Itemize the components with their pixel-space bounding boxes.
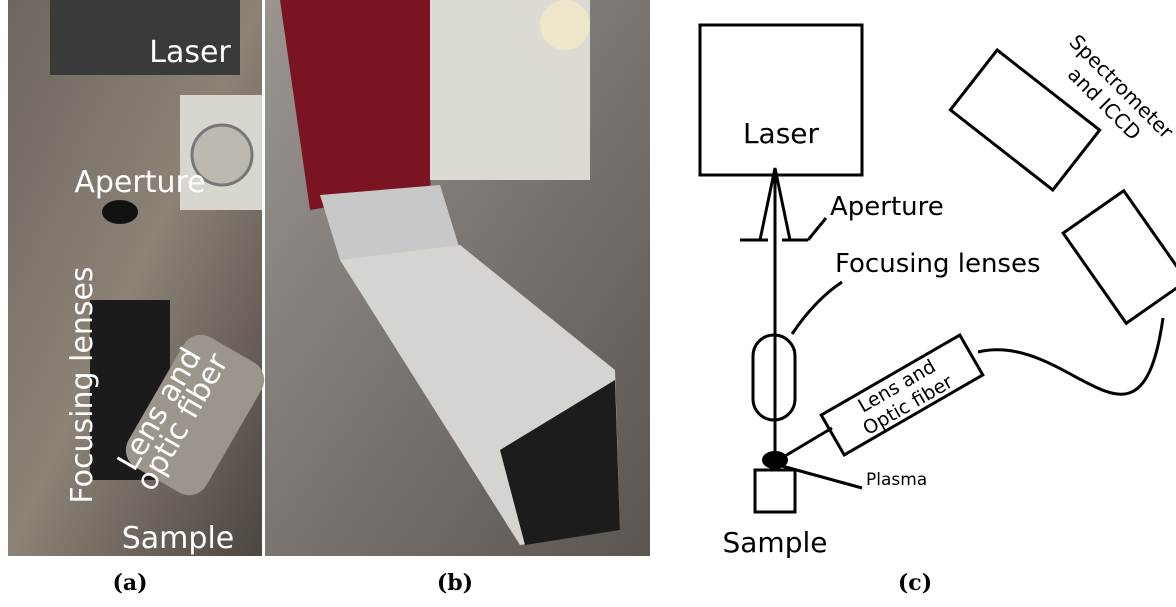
photo-label: Focusing lenses bbox=[65, 266, 100, 503]
label: Laser bbox=[743, 117, 820, 150]
photo-label: Sample bbox=[122, 521, 235, 556]
photo-label: Aperture bbox=[74, 165, 205, 200]
caption: (c) bbox=[898, 570, 932, 596]
label: Focusing lenses bbox=[835, 249, 1041, 279]
label: Aperture bbox=[830, 192, 944, 222]
caption: (a) bbox=[112, 570, 147, 596]
photo-b bbox=[265, 0, 650, 556]
photo-label: Laser bbox=[149, 35, 231, 70]
caption: (b) bbox=[437, 570, 473, 596]
label: Sample bbox=[723, 526, 828, 559]
label: Plasma bbox=[866, 470, 927, 490]
laser-box bbox=[700, 25, 862, 175]
figure: LaserApertureFocusing lensesLens andopti… bbox=[0, 0, 1176, 607]
